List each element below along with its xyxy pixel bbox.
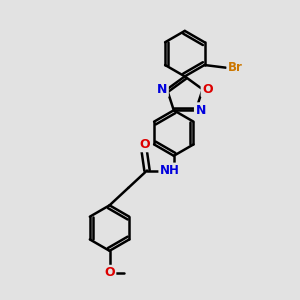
- Text: NH: NH: [160, 164, 180, 177]
- Text: N: N: [157, 83, 167, 96]
- Text: O: O: [202, 83, 213, 96]
- Text: O: O: [139, 138, 150, 151]
- Text: O: O: [104, 266, 115, 279]
- Text: N: N: [195, 104, 206, 117]
- Text: Br: Br: [228, 61, 243, 74]
